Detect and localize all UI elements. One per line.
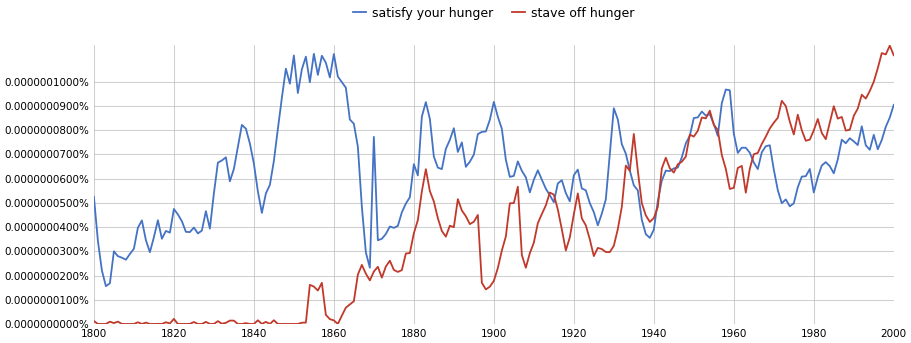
satisfy your hunger: [164, 230, 175, 235]
satisfy your hunger: [433, 166, 444, 170]
Line: satisfy your hunger: satisfy your hunger: [94, 54, 894, 286]
stave off hunger: [888, 53, 899, 57]
stave off hunger: [164, 321, 175, 326]
satisfy your hunger: [388, 226, 399, 230]
Legend: satisfy your hunger, stave off hunger: satisfy your hunger, stave off hunger: [348, 2, 640, 25]
satisfy your hunger: [88, 195, 99, 199]
stave off hunger: [525, 251, 536, 255]
satisfy your hunger: [888, 103, 899, 107]
stave off hunger: [824, 120, 835, 125]
Line: stave off hunger: stave off hunger: [94, 46, 894, 324]
stave off hunger: [88, 319, 99, 323]
stave off hunger: [97, 322, 107, 326]
satisfy your hunger: [828, 171, 839, 175]
stave off hunger: [92, 322, 103, 326]
satisfy your hunger: [528, 178, 539, 182]
stave off hunger: [885, 44, 896, 48]
satisfy your hunger: [100, 284, 111, 288]
satisfy your hunger: [309, 52, 320, 56]
stave off hunger: [428, 199, 439, 203]
satisfy your hunger: [92, 239, 103, 243]
stave off hunger: [384, 259, 395, 263]
